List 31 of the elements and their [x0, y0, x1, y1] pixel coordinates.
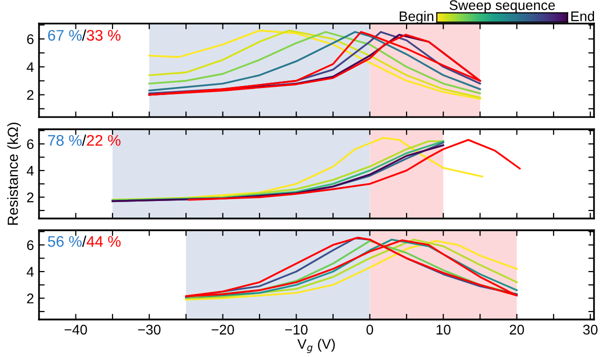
annotation: / [82, 30, 86, 41]
y-tick-label: 2 [27, 90, 34, 100]
annotation: 67 % [48, 30, 82, 41]
x-tick-label: 20 [510, 324, 524, 335]
annotation: Begin [400, 11, 434, 24]
y-axis-title: Resistance (kΩ) [7, 122, 21, 225]
x-tick-label: 0 [366, 324, 374, 335]
y-tick-label: 4 [26, 166, 34, 176]
annotation: 33 % [86, 30, 120, 41]
annotation: 78 % [48, 135, 82, 146]
text: End [571, 11, 594, 22]
annotation: 44 % [86, 236, 121, 247]
annotation: / [82, 236, 86, 247]
x-tick-label: −40 [64, 324, 87, 335]
annotation: 22 % [86, 135, 120, 146]
color-bar-title: Sweep sequence [450, 0, 555, 13]
x-tick-label: 30 [583, 324, 598, 335]
y-tick-label: 6 [27, 34, 34, 44]
y-tick-label: 2 [27, 294, 34, 304]
annotation: / [82, 134, 86, 146]
x-tick-label: −20 [212, 324, 234, 335]
y-tick-label: 4 [26, 62, 34, 72]
y-tick-label: 4 [26, 267, 34, 277]
x-tick-label: 10 [436, 324, 450, 335]
x-axis-title: V$_{g}$ (V) [297, 338, 335, 354]
y-tick-label: 6 [27, 139, 34, 150]
y-tick-label: 2 [27, 192, 34, 202]
annotation: 56 % [48, 236, 82, 247]
x-tick-label: −10 [285, 324, 308, 335]
x-tick-label: −30 [138, 324, 160, 335]
y-tick-label: 6 [27, 240, 34, 250]
